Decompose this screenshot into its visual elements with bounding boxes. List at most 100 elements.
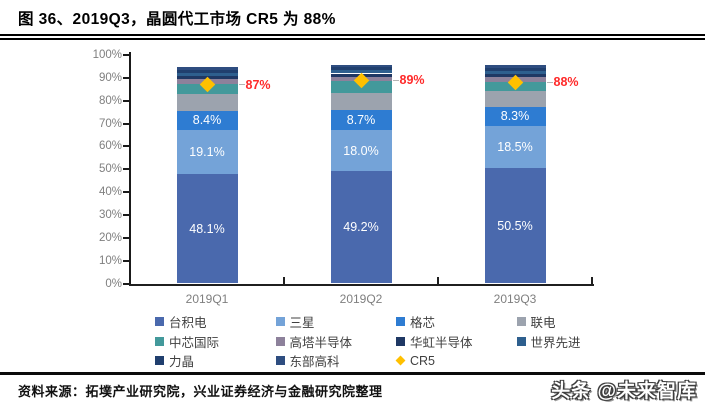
y-axis-tick bbox=[123, 282, 130, 285]
y-axis-tick bbox=[123, 191, 130, 194]
bar-segment bbox=[176, 69, 238, 73]
legend-label: CR5 bbox=[410, 353, 436, 368]
cr5-leader-line bbox=[546, 81, 553, 83]
y-axis-line bbox=[128, 52, 131, 286]
legend-label: 高塔半导体 bbox=[289, 335, 353, 350]
bar-segment bbox=[176, 110, 238, 130]
watermark: 头条 @未来智库 bbox=[551, 381, 697, 402]
bar-data-label: 8.4% bbox=[192, 113, 222, 128]
y-axis-tick bbox=[123, 145, 130, 148]
legend-swatch bbox=[396, 336, 405, 346]
bar-segment bbox=[330, 64, 392, 68]
bar-segment bbox=[484, 91, 546, 107]
bar-segment bbox=[484, 67, 546, 71]
y-axis-label: 100% bbox=[92, 49, 122, 61]
legend-item: 力晶 bbox=[155, 351, 276, 371]
legend-label: 世界先进 bbox=[530, 335, 581, 350]
source-note: 资料来源：拓墣产业研究院，兴业证券经济与金融研究院整理 bbox=[18, 384, 383, 399]
legend-item: 格芯 bbox=[396, 312, 517, 332]
bar-segment bbox=[330, 70, 392, 74]
bar-segment bbox=[330, 110, 392, 130]
legend-swatch bbox=[275, 356, 285, 366]
bar-segment bbox=[330, 129, 392, 172]
bar-segment bbox=[330, 171, 392, 284]
legend-swatch bbox=[155, 317, 164, 327]
y-axis-label: 20% bbox=[98, 231, 122, 244]
cr5-label: 87% bbox=[245, 77, 271, 92]
bar-data-label: 18.0% bbox=[343, 143, 379, 158]
y-axis-label: 30% bbox=[98, 208, 122, 221]
x-axis-label: 2019Q2 bbox=[339, 291, 383, 306]
bar-data-label: 49.2% bbox=[343, 220, 379, 235]
y-axis-label: 80% bbox=[98, 94, 122, 107]
y-axis-tick bbox=[123, 76, 130, 79]
bar-segment bbox=[484, 65, 546, 68]
legend-item: 三星 bbox=[275, 312, 397, 332]
legend-label: 华虹半导体 bbox=[410, 335, 473, 350]
bar-data-label: 18.5% bbox=[497, 139, 533, 154]
bar-segment bbox=[484, 125, 546, 169]
bar-segment bbox=[330, 92, 392, 111]
legend-diamond-marker bbox=[395, 355, 406, 366]
legend-swatch bbox=[275, 336, 285, 346]
legend-swatch bbox=[155, 356, 164, 366]
y-axis-tick bbox=[123, 213, 130, 216]
bar-data-label: 19.1% bbox=[189, 144, 225, 159]
title-rule-thick bbox=[0, 37, 705, 40]
cr5-label: 88% bbox=[553, 75, 579, 90]
category-boundary-tick bbox=[437, 276, 439, 286]
legend-item: 联电 bbox=[516, 312, 652, 332]
bar-segment bbox=[176, 72, 238, 76]
legend-swatch bbox=[516, 317, 526, 327]
y-axis-tick bbox=[123, 236, 130, 239]
y-axis-tick bbox=[123, 99, 130, 102]
bar-segment bbox=[176, 67, 238, 70]
y-axis-label: 0% bbox=[105, 277, 122, 290]
category-boundary-tick bbox=[591, 276, 593, 286]
chart-legend: 台积电 三星 格芯 联电中芯国际 高塔半导体 华虹半导体 世界先进力晶 东部高科 CR5 bbox=[155, 312, 652, 371]
footer-rule bbox=[0, 372, 705, 375]
x-axis-label: 2019Q3 bbox=[493, 291, 537, 306]
bar-segment bbox=[176, 94, 238, 111]
y-axis-label: 70% bbox=[98, 117, 122, 130]
legend-item: CR5 bbox=[395, 351, 517, 371]
bar-data-label: 48.1% bbox=[189, 221, 225, 236]
figure-header: 图 36、2019Q3，晶圆代工市场 CR5 为 88% bbox=[0, 0, 705, 40]
cr5-label: 89% bbox=[399, 73, 425, 88]
bar-segment bbox=[484, 70, 546, 74]
x-axis-label: 2019Q1 bbox=[185, 291, 229, 306]
legend-item: 高塔半导体 bbox=[275, 332, 397, 352]
figure-title: 图 36、2019Q3，晶圆代工市场 CR5 为 88% bbox=[18, 11, 336, 28]
legend-label: 格芯 bbox=[410, 316, 436, 331]
legend-label: 联电 bbox=[530, 316, 556, 331]
chart-plot-area: 0% 10% 20% 30% 40% 50% 60% 70% 80% 90% 100% 48.1% 19… bbox=[0, 40, 705, 312]
legend-label: 力晶 bbox=[169, 355, 195, 370]
bar-data-label: 50.5% bbox=[497, 218, 533, 233]
category-boundary-tick bbox=[283, 276, 285, 286]
legend-swatch bbox=[155, 336, 164, 346]
legend-item: 华虹半导体 bbox=[396, 332, 517, 352]
y-axis-label: 10% bbox=[98, 254, 122, 267]
bar-segment bbox=[484, 168, 546, 284]
y-axis-tick bbox=[123, 54, 130, 56]
y-axis-tick bbox=[123, 168, 130, 171]
x-axis-line bbox=[128, 283, 594, 286]
legend-item: 中芯国际 bbox=[155, 332, 276, 352]
legend-item: 世界先进 bbox=[516, 332, 652, 352]
bar-segment bbox=[330, 67, 392, 71]
bar-data-label: 8.7% bbox=[346, 113, 376, 127]
cr5-leader-line bbox=[238, 84, 245, 86]
legend-swatch bbox=[275, 317, 285, 327]
y-axis-tick bbox=[123, 259, 130, 262]
legend-label: 台积电 bbox=[169, 316, 207, 331]
cr5-leader-line bbox=[392, 79, 399, 81]
title-rule-thin bbox=[0, 34, 705, 36]
legend-item: 东部高科 bbox=[275, 351, 397, 371]
legend-label: 中芯国际 bbox=[169, 335, 220, 350]
y-axis-label: 50% bbox=[98, 163, 122, 176]
y-axis-label: 90% bbox=[98, 71, 122, 84]
y-axis-tick bbox=[123, 122, 130, 125]
bar-segment bbox=[176, 173, 238, 284]
bar-segment bbox=[484, 106, 546, 126]
legend-swatch bbox=[396, 317, 405, 327]
